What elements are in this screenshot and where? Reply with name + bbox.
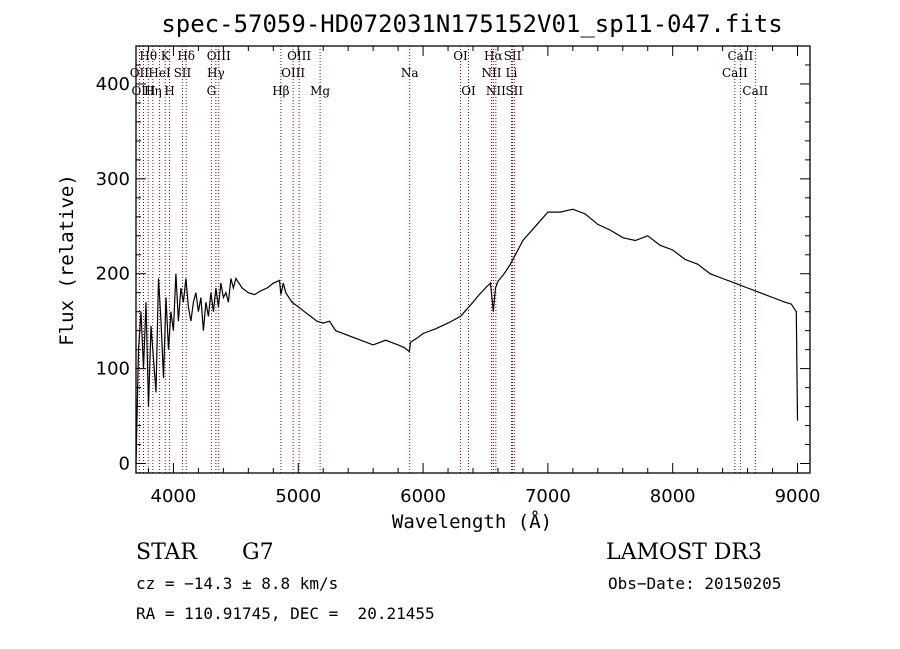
axis-ticks: 4000 5000 6000 7000 8000 9000 0 100 200 300 400	[96, 46, 821, 507]
emission-line-label-1: OII	[130, 66, 150, 80]
emission-line-label-2: OIII	[131, 84, 155, 98]
y-tick-label-2: 200	[96, 264, 130, 285]
x-tick-label-0: 4000	[151, 486, 197, 507]
chart-title: spec-57059-HD072031N175152V01_sp11-047.f…	[161, 10, 782, 38]
survey-name: LAMOST DR3	[606, 540, 762, 565]
emission-line-label-9: OIII	[207, 49, 231, 63]
emission-line-label-25: CaII	[727, 49, 753, 63]
emission-line-label-18: OI	[461, 84, 476, 98]
emission-line-label-17: OI	[453, 49, 468, 63]
emission-line-label-13: OIII	[287, 49, 311, 63]
emission-line-label-4: Hη	[144, 84, 162, 98]
object-subclass: G7	[242, 540, 274, 565]
emission-line-label-15: Mg	[310, 84, 330, 98]
x-tick-label-3: 7000	[525, 486, 571, 507]
emission-line-label-21: NII	[486, 84, 506, 98]
x-tick-label-5: 9000	[775, 486, 821, 507]
emission-line-label-22: SII	[504, 49, 522, 63]
y-tick-label-4: 400	[96, 74, 130, 95]
x-axis-label: Wavelength (Å)	[392, 510, 552, 533]
coords-text: RA = 110.91745, DEC = 20.21455	[136, 604, 435, 623]
emission-line-label-19: Hα	[484, 49, 503, 63]
emission-line-label-20: NII	[481, 66, 501, 80]
emission-line-label-10: Hγ	[207, 66, 225, 80]
spectrum-series-line	[135, 208, 799, 464]
emission-line-label-7: H	[164, 84, 174, 98]
plot-frame	[135, 45, 811, 474]
emission-line-label-27: CaII	[742, 84, 768, 98]
x-tick-label-2: 6000	[400, 486, 446, 507]
y-tick-label-0: 0	[119, 454, 130, 475]
emission-line-label-6: SII	[174, 66, 192, 80]
y-tick-label-3: 300	[96, 169, 130, 190]
emission-line-label-16: Na	[401, 66, 419, 80]
x-tick-label-1: 5000	[275, 486, 321, 507]
obs-date-text: Obs−Date: 20150205	[608, 574, 782, 593]
y-tick-label-1: 100	[96, 359, 130, 380]
emission-line-label-5: K	[161, 49, 171, 63]
emission-line-label-24: SII	[505, 84, 523, 98]
emission-line-label-8: Hδ	[177, 49, 195, 63]
emission-line-label-26: CaII	[722, 66, 748, 80]
x-tick-label-4: 8000	[650, 486, 696, 507]
emission-line-label-14: OIII	[281, 66, 305, 80]
object-class: STAR	[136, 540, 197, 565]
emission-line-label-23: Li	[506, 66, 518, 80]
emission-line-label-12: Hβ	[272, 84, 289, 98]
emission-line-label-3: HeI	[148, 66, 171, 80]
emission-line-label-11: G	[207, 84, 217, 98]
emission-line-label-0: Hθ	[139, 49, 157, 63]
redshift-text: cz = −14.3 ± 8.8 km/s	[136, 574, 339, 593]
y-axis-label: Flux (relative)	[56, 174, 78, 346]
